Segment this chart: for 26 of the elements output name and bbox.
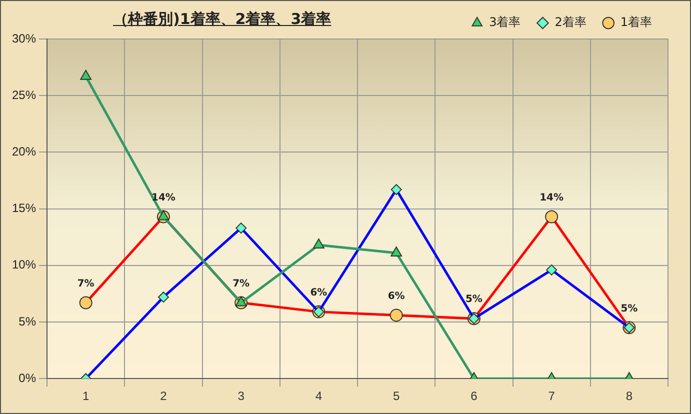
- y-tick-label: 5%: [18, 314, 36, 328]
- data-label: 5%: [620, 303, 638, 314]
- data-label: 7%: [77, 278, 94, 290]
- y-tick-label: 0%: [18, 370, 36, 385]
- data-label: 14%: [540, 192, 564, 204]
- data-label: 6%: [388, 290, 405, 302]
- x-tick-label: 2: [160, 389, 168, 404]
- x-tick-label: 6: [470, 389, 478, 404]
- y-tick-label: 25%: [12, 88, 36, 102]
- y-tick-label: 20%: [12, 144, 36, 159]
- y-tick-label: 30%: [12, 31, 36, 46]
- x-tick-label: 1: [82, 389, 90, 404]
- x-tick-label: 4: [315, 389, 322, 404]
- data-label: 7%: [232, 278, 250, 290]
- x-tick-label: 7: [548, 389, 556, 404]
- x-tick-label: 3: [238, 389, 245, 404]
- y-tick-label: 10%: [12, 258, 36, 272]
- legend-label: 1着率: [620, 15, 652, 30]
- x-tick-label: 5: [392, 389, 400, 404]
- y-tick-label: 15%: [12, 201, 36, 216]
- legend-label: 2着率: [554, 15, 586, 30]
- data-label: 5%: [465, 294, 482, 306]
- chart-title: （枠番別)1着率、2着率、3着率: [113, 10, 332, 29]
- data-label: 6%: [310, 287, 328, 298]
- x-tick-label: 8: [626, 389, 633, 404]
- legend-label: 3着率: [489, 15, 521, 30]
